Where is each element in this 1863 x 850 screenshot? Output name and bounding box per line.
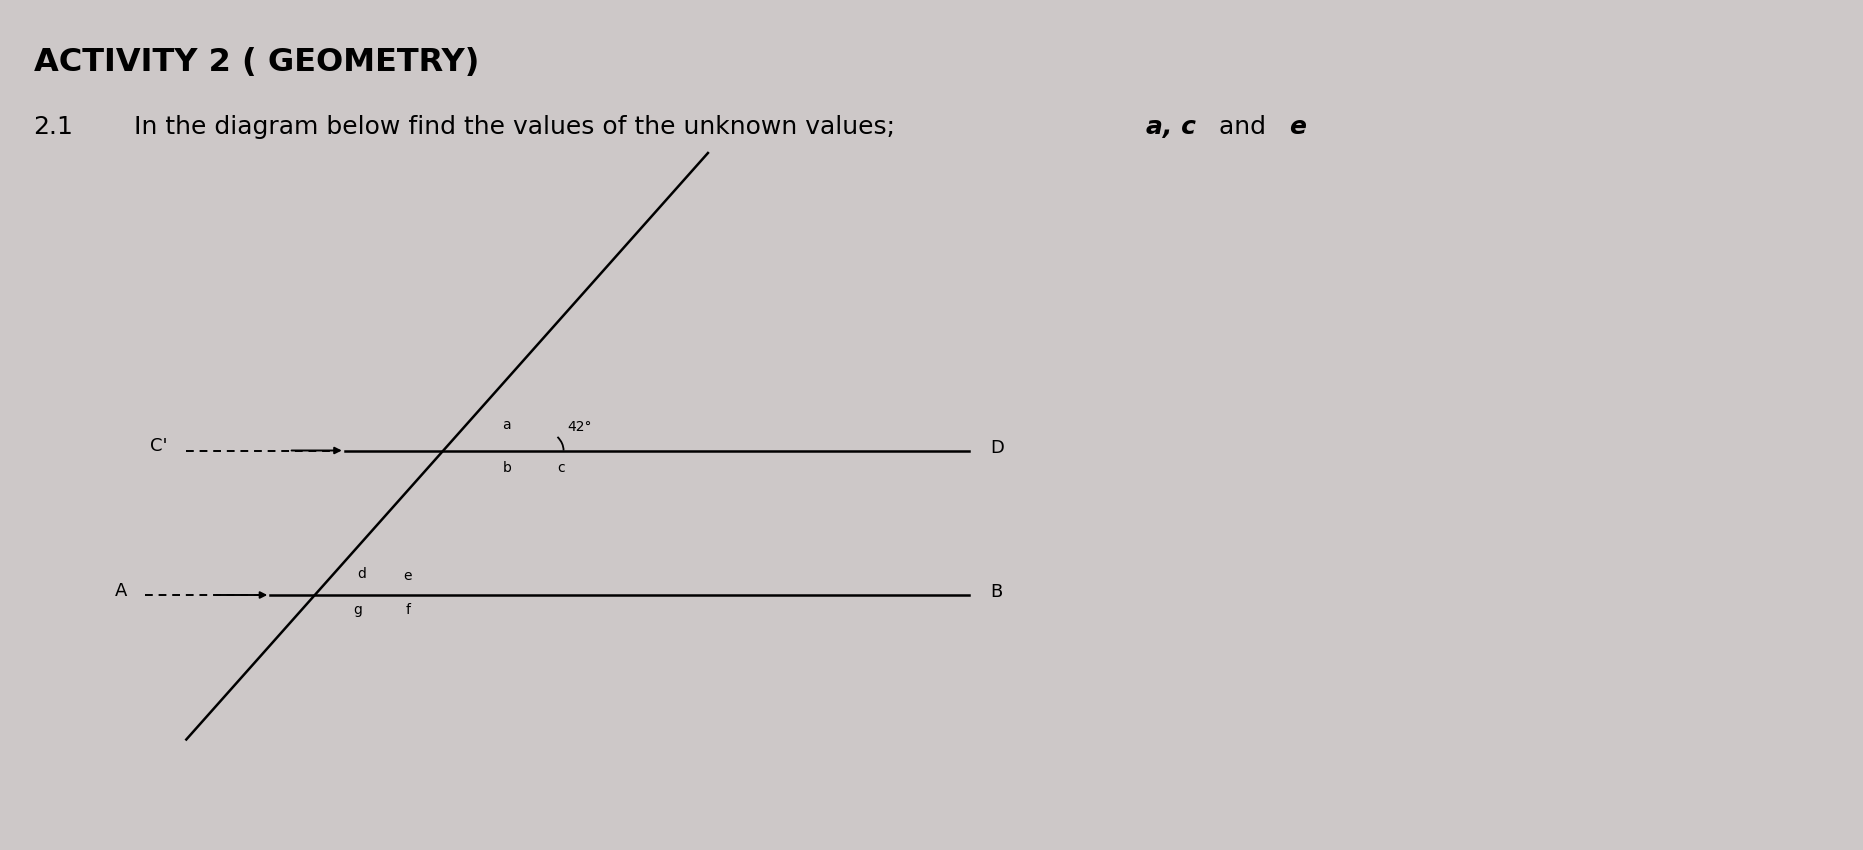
Text: D: D	[989, 439, 1004, 457]
Text: In the diagram below find the values of the unknown values;: In the diagram below find the values of …	[134, 115, 904, 139]
Text: 42°: 42°	[566, 420, 592, 434]
Text: ACTIVITY 2 ( GEOMETRY): ACTIVITY 2 ( GEOMETRY)	[34, 47, 479, 77]
Text: a: a	[503, 418, 510, 432]
Text: and: and	[1211, 115, 1274, 139]
Text: b: b	[503, 461, 510, 474]
Text: A: A	[116, 581, 127, 600]
Text: B: B	[991, 583, 1002, 602]
Text: C': C'	[149, 437, 168, 456]
Text: d: d	[358, 567, 365, 581]
Text: e: e	[1289, 115, 1306, 139]
Text: e: e	[404, 570, 412, 583]
Text: g: g	[354, 604, 361, 617]
Text: a, c: a, c	[1146, 115, 1196, 139]
Text: f: f	[406, 604, 410, 617]
Text: c: c	[557, 461, 564, 474]
Text: 2.1: 2.1	[34, 115, 73, 139]
